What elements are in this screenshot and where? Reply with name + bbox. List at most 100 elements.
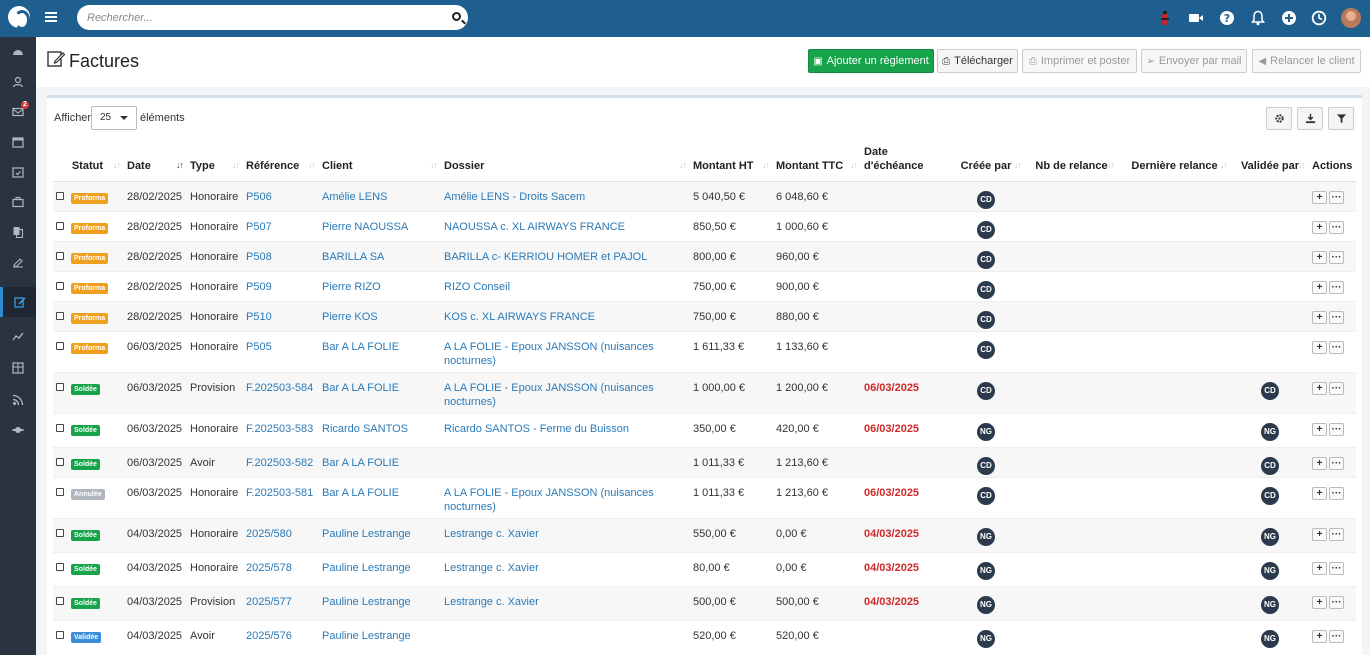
reference-link[interactable]: P510 — [243, 300, 319, 331]
dossier-link[interactable] — [441, 446, 690, 477]
invoices-icon[interactable] — [0, 287, 36, 317]
sort-icon[interactable]: ↓↑ — [113, 159, 121, 170]
mail-icon[interactable]: 2 — [0, 97, 36, 127]
dossier-link[interactable]: Lestrange c. Xavier — [441, 517, 690, 552]
column-nb-relance[interactable]: Nb de relance ↓↑ — [1025, 139, 1118, 182]
rss-icon[interactable] — [0, 385, 36, 415]
table-row[interactable]: Proforma 28/02/2025 Honoraire P509 Pierre RI… — [53, 270, 1356, 301]
table-row[interactable]: Proforma 28/02/2025 Honoraire P506 Amélie LE… — [53, 180, 1356, 211]
expand-row-button[interactable]: + — [1312, 340, 1327, 354]
sort-desc-icon[interactable]: ↓↑ — [176, 159, 184, 170]
page-size-select[interactable]: 25 — [91, 106, 137, 130]
column-derniere-relance[interactable]: Dernière relance ↓↑ — [1118, 139, 1231, 182]
print-post-button[interactable]: ⎙ Imprimer et poster — [1022, 49, 1137, 73]
reference-link[interactable]: 2025/580 — [243, 517, 319, 552]
table-row[interactable]: Soldée 04/03/2025 Honoraire 2025/578 Pauline… — [53, 551, 1356, 586]
remind-client-button[interactable]: ◀ Relancer le client — [1252, 49, 1361, 73]
table-row[interactable]: Soldée 06/03/2025 Honoraire F.202503-583 Ric… — [53, 412, 1356, 447]
documents-icon[interactable] — [0, 217, 36, 247]
dashboard-icon[interactable] — [0, 37, 36, 67]
reference-link[interactable]: P508 — [243, 240, 319, 271]
row-checkbox[interactable] — [56, 528, 64, 537]
client-link[interactable]: Bar A LA FOLIE — [319, 476, 441, 518]
sort-icon[interactable]: ↓↑ — [1220, 159, 1228, 170]
row-checkbox[interactable] — [56, 630, 64, 639]
row-checkbox[interactable] — [56, 457, 64, 466]
sort-icon[interactable]: ↓↑ — [1014, 159, 1022, 170]
more-actions-button[interactable]: ··· — [1329, 561, 1344, 575]
row-checkbox[interactable] — [56, 311, 64, 320]
column-reference[interactable]: Référence ↓↑ — [243, 139, 319, 182]
row-checkbox[interactable] — [56, 382, 64, 391]
dossier-link[interactable]: BARILLA c- KERRIOU HOMER et PAJOL — [441, 240, 690, 271]
export-button[interactable] — [1297, 107, 1323, 130]
column-montant-ht[interactable]: Montant HT ↓↑ — [690, 139, 773, 182]
reference-link[interactable]: F.202503-583 — [243, 412, 319, 447]
reference-link[interactable]: 2025/576 — [243, 619, 319, 654]
agenda-icon[interactable] — [0, 157, 36, 187]
table-row[interactable]: Soldée 06/03/2025 Provision F.202503-584 Bar… — [53, 371, 1356, 413]
clock-icon[interactable] — [1311, 10, 1327, 26]
more-actions-button[interactable]: ··· — [1329, 190, 1344, 204]
more-actions-button[interactable]: ··· — [1329, 220, 1344, 234]
expand-row-button[interactable]: + — [1312, 381, 1327, 395]
expand-row-button[interactable]: + — [1312, 220, 1327, 234]
expand-row-button[interactable]: + — [1312, 486, 1327, 500]
client-link[interactable]: Pierre RIZO — [319, 270, 441, 301]
more-actions-button[interactable]: ··· — [1329, 340, 1344, 354]
table-row[interactable]: Soldée 06/03/2025 Avoir F.202503-582 Bar A L… — [53, 446, 1356, 477]
column-dossier[interactable]: Dossier ↓↑ — [441, 139, 690, 182]
sort-icon[interactable]: ↓↑ — [850, 159, 858, 170]
download-button[interactable]: ⎙ Télécharger — [937, 49, 1018, 73]
row-checkbox[interactable] — [56, 341, 64, 350]
table-row[interactable]: Proforma 28/02/2025 Honoraire P508 BARILLA S… — [53, 240, 1356, 271]
contacts-icon[interactable] — [0, 67, 36, 97]
column-date-echeance[interactable]: Date d'échéance — [861, 139, 947, 182]
sort-icon[interactable]: ↓↑ — [762, 159, 770, 170]
help-icon[interactable]: ? — [1219, 10, 1235, 26]
dossier-link[interactable]: A LA FOLIE - Epoux JANSSON (nuisances no… — [441, 330, 690, 372]
row-checkbox[interactable] — [56, 423, 64, 432]
add-payment-button[interactable]: ▣ Ajouter un règlement — [808, 49, 934, 73]
sort-icon[interactable]: ↓↑ — [232, 159, 240, 170]
bell-icon[interactable] — [1250, 10, 1266, 26]
client-link[interactable]: Pauline Lestrange — [319, 585, 441, 620]
sort-icon[interactable]: ↓↑ — [308, 159, 316, 170]
dossier-link[interactable]: A LA FOLIE - Epoux JANSSON (nuisances no… — [441, 476, 690, 518]
expand-row-button[interactable]: + — [1312, 595, 1327, 609]
row-checkbox[interactable] — [56, 281, 64, 290]
menu-toggle-icon[interactable] — [45, 12, 57, 22]
table-row[interactable]: Proforma 28/02/2025 Honoraire P510 Pierre KO… — [53, 300, 1356, 331]
more-actions-button[interactable]: ··· — [1329, 422, 1344, 436]
sort-icon[interactable]: ↓↑ — [1107, 159, 1115, 170]
expand-row-button[interactable]: + — [1312, 629, 1327, 643]
expand-row-button[interactable]: + — [1312, 561, 1327, 575]
search-input[interactable] — [77, 5, 468, 30]
row-checkbox[interactable] — [56, 191, 64, 200]
table-row[interactable]: Proforma 28/02/2025 Honoraire P507 Pierre NA… — [53, 210, 1356, 241]
briefcase-icon[interactable] — [0, 187, 36, 217]
column-creee-par[interactable]: Créée par ↓↑ — [947, 139, 1025, 182]
reference-link[interactable]: 2025/577 — [243, 585, 319, 620]
more-actions-button[interactable]: ··· — [1329, 486, 1344, 500]
column-validee-par[interactable]: Validée par ↓↑ — [1231, 139, 1309, 182]
column-type[interactable]: Type ↓↑ — [187, 139, 243, 182]
reference-link[interactable]: F.202503-582 — [243, 446, 319, 477]
reference-link[interactable]: 2025/578 — [243, 551, 319, 586]
court-icon[interactable] — [0, 247, 36, 277]
plugin-icon[interactable] — [0, 415, 36, 445]
settings-button[interactable] — [1266, 107, 1292, 130]
send-mail-button[interactable]: ➢ Envoyer par mail — [1141, 49, 1247, 73]
dossier-link[interactable] — [441, 619, 690, 654]
column-statut[interactable]: Statut ↓↑ — [68, 139, 124, 182]
plus-circle-icon[interactable] — [1281, 10, 1297, 26]
extinguisher-icon[interactable] — [1157, 10, 1173, 26]
expand-row-button[interactable]: + — [1312, 422, 1327, 436]
more-actions-button[interactable]: ··· — [1329, 250, 1344, 264]
table-row[interactable]: Soldée 04/03/2025 Provision 2025/577 Pauline… — [53, 585, 1356, 620]
stats-icon[interactable] — [0, 321, 36, 351]
client-link[interactable]: Bar A LA FOLIE — [319, 330, 441, 372]
more-actions-button[interactable]: ··· — [1329, 280, 1344, 294]
client-link[interactable]: Ricardo SANTOS — [319, 412, 441, 447]
client-link[interactable]: Amélie LENS — [319, 180, 441, 211]
